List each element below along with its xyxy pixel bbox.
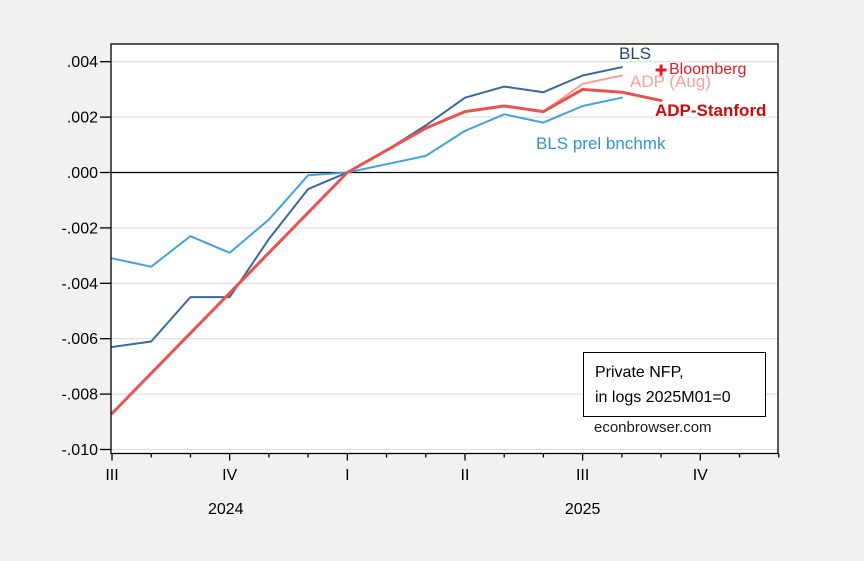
series-label-adp-stanford: ADP-Stanford	[655, 101, 767, 120]
annotation-line-1: Private NFP,	[595, 364, 684, 381]
series-label-bloomberg: Bloomberg	[669, 61, 747, 78]
y-tick-label: -.002	[62, 220, 99, 237]
y-tick-label: .002	[67, 110, 98, 127]
x-quarter-label: III	[105, 467, 118, 484]
series-line-bls-prel-bnchmk	[111, 96, 623, 268]
series-label-bls-prel-bnchmk: BLS prel bnchmk	[536, 134, 666, 153]
year-label: 2024	[208, 501, 244, 518]
source-credit: econbrowser.com	[594, 419, 712, 436]
series-label-adp-aug: ADP (Aug)	[630, 72, 711, 91]
y-tick-label: .004	[67, 54, 98, 71]
x-quarter-label: IV	[222, 467, 237, 484]
annotation-box: Private NFP, in logs 2025M01=0	[583, 352, 766, 417]
y-tick-label: -.004	[62, 276, 99, 293]
y-tick-label: -.010	[62, 442, 99, 459]
annotation-line-2: in logs 2025M01=0	[595, 389, 731, 406]
year-label: 2025	[565, 501, 601, 518]
y-tick-label: -.008	[62, 387, 99, 404]
series-line-adp-stanford	[111, 87, 663, 415]
plot-frame	[110, 43, 779, 455]
x-quarter-label: III	[576, 467, 589, 484]
y-tick-label: -.006	[62, 331, 99, 348]
y-tick-label: .000	[67, 165, 98, 182]
series-label-bls: BLS	[619, 44, 652, 63]
x-quarter-label: IV	[693, 467, 708, 484]
x-quarter-label: II	[461, 467, 470, 484]
x-quarter-label: I	[345, 467, 349, 484]
marker-bloomberg-plus-icon	[655, 64, 667, 76]
